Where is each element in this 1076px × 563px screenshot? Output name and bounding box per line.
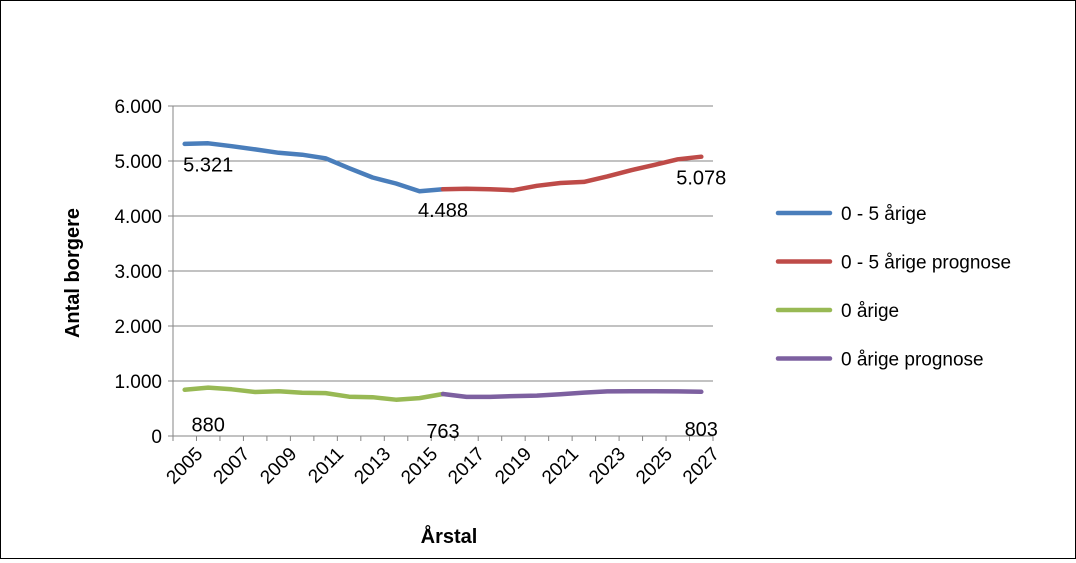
x-tick-label: 2007 (210, 444, 255, 489)
x-tick-label: 2013 (350, 444, 395, 489)
data-label: 4.488 (418, 200, 468, 222)
data-label: 880 (192, 415, 225, 437)
data-label: 5.321 (183, 154, 233, 176)
x-tick-label: 2021 (538, 444, 583, 489)
y-tick-label: 5.000 (114, 152, 162, 173)
y-tick-label: 1.000 (114, 372, 162, 393)
series-line-2 (182, 385, 446, 402)
x-tick-label: 2019 (491, 444, 536, 489)
x-tick-label: 2027 (679, 444, 724, 489)
series-line-3 (440, 388, 704, 400)
data-label: 763 (426, 421, 459, 443)
legend-label: 0 - 5 årige prognose (841, 253, 1011, 274)
series-line-0 (182, 141, 446, 194)
legend: 0 - 5 årige 0 - 5 årige prognose 0 årige 0 … (775, 204, 1011, 371)
data-label: 5.078 (676, 168, 726, 190)
series-line-1 (440, 154, 704, 193)
series-lines (182, 141, 704, 402)
y-tick-label: 0 (151, 427, 162, 448)
y-axis-title: Antal borgere (62, 208, 84, 338)
y-axis-ticks: 0 1.000 2.000 3.000 4.000 5.000 6.000 (114, 97, 162, 448)
legend-label: 0 - 5 årige (841, 204, 927, 225)
legend-label: 0 årige (841, 301, 899, 322)
data-labels: 5.321 4.488 5.078 880 763 803 (183, 154, 726, 443)
data-label: 803 (685, 419, 718, 441)
x-tick-label: 2025 (632, 444, 677, 489)
x-axis-ticks: 2005 2007 2009 2011 2013 2015 2017 2019 2021 2023… (163, 436, 724, 488)
x-tick-label: 2015 (397, 444, 442, 489)
y-tick-label: 4.000 (114, 207, 162, 228)
gridlines (168, 105, 713, 437)
x-tick-label: 2017 (444, 444, 489, 489)
x-tick-label: 2005 (163, 444, 208, 489)
x-tick-label: 2009 (256, 444, 301, 489)
legend-label: 0 årige prognose (841, 350, 984, 371)
y-tick-label: 2.000 (114, 317, 162, 338)
x-axis-title: Årstal (421, 524, 478, 548)
x-tick-label: 2011 (304, 444, 348, 488)
y-tick-label: 6.000 (114, 97, 162, 118)
x-tick-label: 2023 (585, 444, 630, 489)
y-tick-label: 3.000 (114, 262, 162, 283)
